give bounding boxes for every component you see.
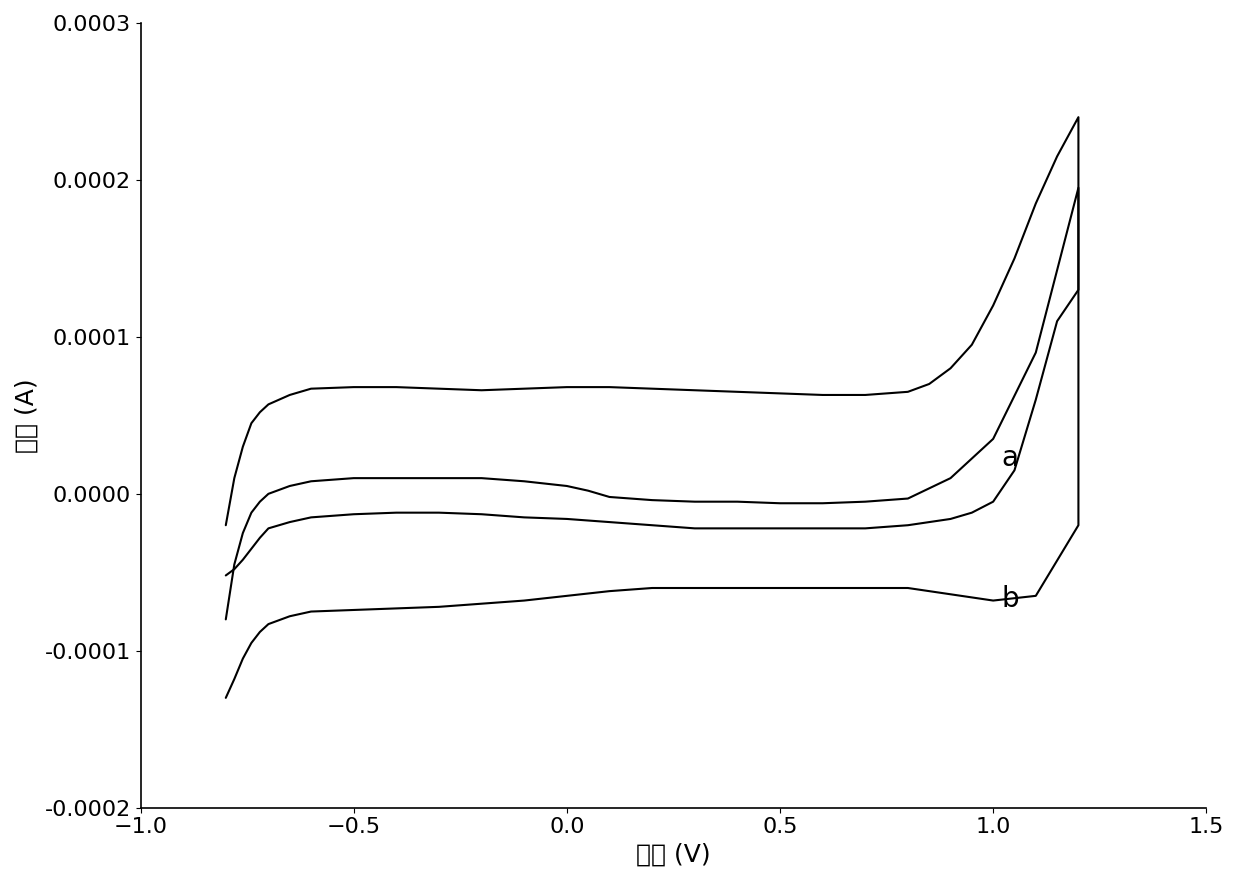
Y-axis label: 电流 (A): 电流 (A) <box>15 378 38 452</box>
Text: a: a <box>1001 444 1018 472</box>
X-axis label: 电压 (V): 电压 (V) <box>636 843 711 867</box>
Text: b: b <box>1001 585 1020 613</box>
